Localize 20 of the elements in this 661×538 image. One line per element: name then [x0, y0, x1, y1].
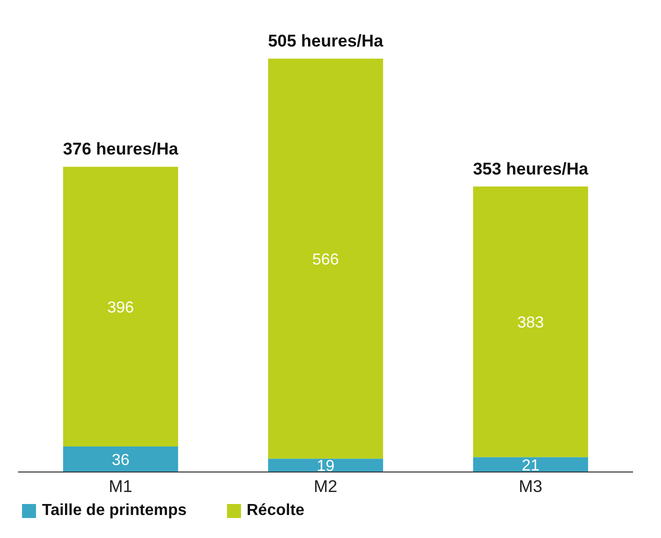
legend-label: Taille de printemps [42, 502, 187, 520]
text: 505 heures/Ha [268, 32, 384, 51]
x-tick-label: M1 [108, 477, 132, 496]
data-label: 19 [316, 458, 335, 475]
data-label: 383 [517, 314, 544, 332]
annotation: 353 heures/Ha [472, 160, 589, 179]
data-label: 396 [107, 299, 134, 316]
x-tick-label: M3 [518, 477, 542, 496]
bar [268, 58, 384, 459]
bar [473, 186, 588, 458]
bar [63, 166, 178, 447]
annotation: 376 heures/Ha [62, 140, 179, 159]
bar [268, 458, 384, 472]
bar [473, 457, 588, 472]
legend-label: Récolte [246, 502, 304, 520]
x-tick-label: M2 [314, 477, 338, 496]
data-label: 21 [522, 457, 540, 474]
data-label: 566 [312, 251, 340, 268]
bar [63, 446, 178, 472]
data-label: 36 [112, 452, 130, 469]
